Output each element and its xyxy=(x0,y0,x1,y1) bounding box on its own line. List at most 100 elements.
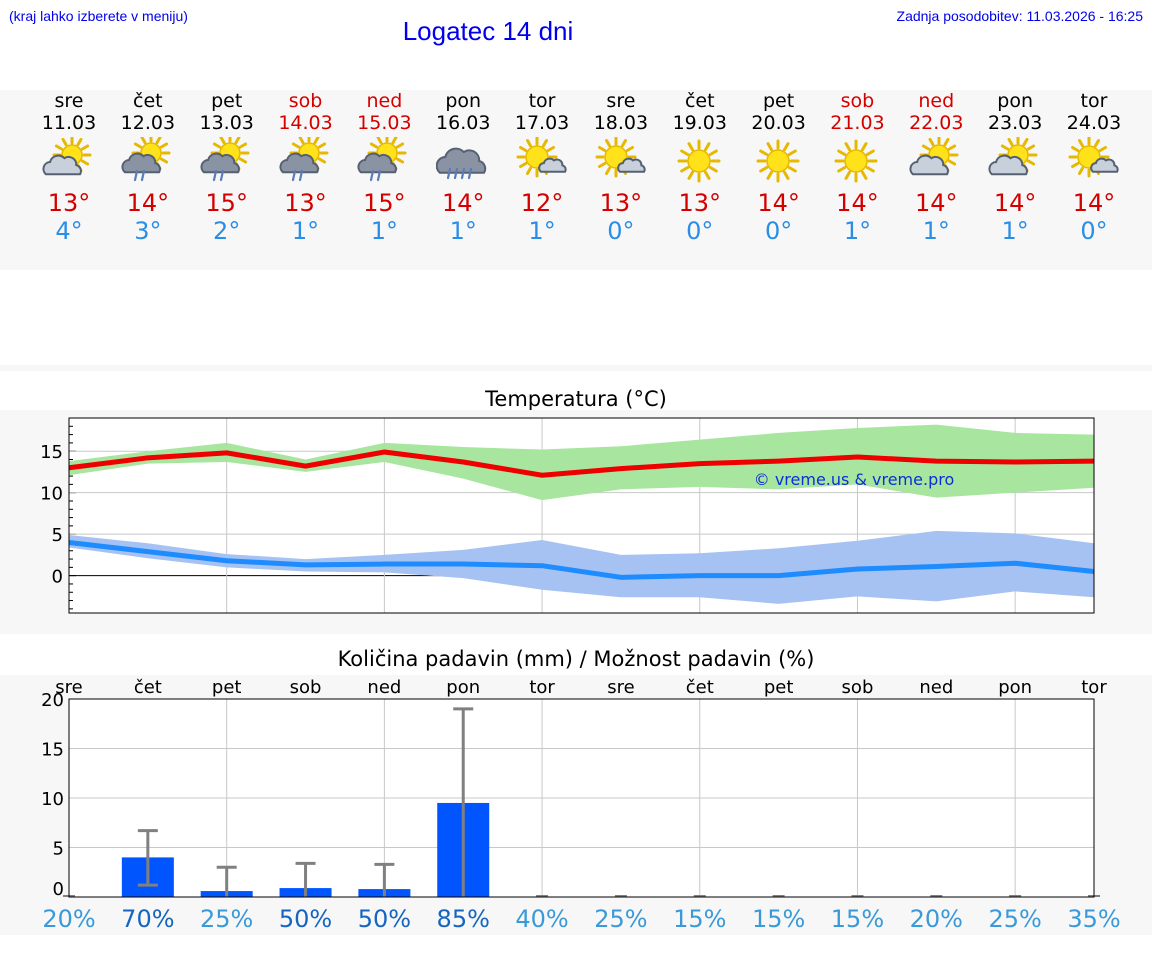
last-updated: Zadnja posodobitev: 11.03.2026 - 16:25 xyxy=(896,8,1143,24)
plot-frame xyxy=(68,698,1095,898)
x-category-label: sob xyxy=(290,677,322,698)
max-temperature: 13° xyxy=(47,189,91,217)
partly-cloudy-icon xyxy=(897,137,975,183)
day-column: sre 18.03 13° 0° xyxy=(582,90,660,245)
y-tick-label: 15 xyxy=(41,740,64,761)
x-category-label: pon xyxy=(446,677,480,698)
day-column: pet 20.03 14° 0° xyxy=(740,90,818,245)
max-temperature-band xyxy=(69,424,1094,501)
x-category-label: ned xyxy=(919,677,953,698)
day-date: 13.03 xyxy=(199,112,254,134)
x-category-label: sre xyxy=(607,677,634,698)
day-column: ned 22.03 14° 1° xyxy=(897,90,975,245)
max-temperature: 14° xyxy=(126,189,170,217)
day-column: čet 19.03 13° 0° xyxy=(661,90,739,245)
x-category-label: sob xyxy=(842,677,874,698)
x-category-label: ned xyxy=(367,677,401,698)
max-temperature: 13° xyxy=(599,189,643,217)
location-menu-hint[interactable]: (kraj lahko izberete v meniju) xyxy=(9,8,188,24)
temperature-chart-title: Temperatura (°C) xyxy=(485,387,667,411)
max-temperature: 14° xyxy=(993,189,1037,217)
day-date: 21.03 xyxy=(830,112,885,134)
partly-cloudy-icon xyxy=(30,137,108,183)
precipitation-probability: 15% xyxy=(831,905,884,933)
day-date: 17.03 xyxy=(514,112,570,134)
min-temperature: 1° xyxy=(449,217,477,245)
y-tick-label: 15 xyxy=(40,442,63,463)
sun-cloud-rain-icon xyxy=(267,137,345,183)
day-column: sob 14.03 13° 1° xyxy=(267,90,345,245)
sun-icon xyxy=(740,137,818,183)
precipitation-probability: 20% xyxy=(910,905,963,933)
day-name: sre xyxy=(54,90,84,112)
y-tick-label: 10 xyxy=(40,484,63,505)
day-column: čet 12.03 14° 3° xyxy=(109,90,187,245)
day-name: pet xyxy=(763,90,795,112)
x-category-label: tor xyxy=(529,677,555,698)
precipitation-probability: 20% xyxy=(42,905,95,933)
day-date: 19.03 xyxy=(672,112,727,134)
precipitation-probability: 85% xyxy=(437,905,490,933)
day-name: pet xyxy=(211,90,243,112)
min-temperature: 1° xyxy=(291,217,320,245)
sun-cloud-rain-icon xyxy=(345,137,423,183)
day-column: ned 15.03 15° 1° xyxy=(345,90,423,245)
min-temperature: 1° xyxy=(370,217,399,245)
day-name: sob xyxy=(840,90,875,112)
day-name: ned xyxy=(918,90,955,112)
day-name: čet xyxy=(133,90,163,112)
precipitation-probability: 50% xyxy=(358,905,411,933)
day-date: 20.03 xyxy=(751,112,806,134)
day-name: čet xyxy=(684,90,715,112)
precipitation-probability: 25% xyxy=(988,905,1041,933)
day-name: sre xyxy=(606,90,636,112)
day-date: 18.03 xyxy=(593,112,649,134)
max-temperature: 15° xyxy=(363,189,406,217)
day-date: 22.03 xyxy=(909,112,964,134)
cloud-rain-icon xyxy=(424,137,502,183)
min-temperature-line xyxy=(68,539,1095,580)
day-name: pon xyxy=(445,90,482,112)
watermark: © vreme.us & vreme.pro xyxy=(754,470,955,489)
x-category-label: čet xyxy=(686,677,714,698)
y-tick-label: 5 xyxy=(53,839,64,860)
mostly-sunny-icon xyxy=(1055,137,1133,183)
day-date: 14.03 xyxy=(278,112,333,134)
day-name: sob xyxy=(288,90,323,112)
day-column: pet 13.03 15° 2° xyxy=(188,90,266,245)
min-temperature: 0° xyxy=(686,217,714,245)
y-tick-label: 20 xyxy=(41,690,64,711)
precipitation-probability: 50% xyxy=(279,905,332,933)
sun-icon xyxy=(661,137,739,183)
y-tick-label: 5 xyxy=(52,525,63,546)
min-temperature: 4° xyxy=(55,217,83,245)
max-temperature: 14° xyxy=(836,189,879,217)
x-category-label: pet xyxy=(764,677,794,698)
min-temperature: 0° xyxy=(1080,217,1108,245)
max-temperature: 14° xyxy=(915,189,958,217)
precipitation-probability: 15% xyxy=(673,905,726,933)
partly-cloudy-icon xyxy=(976,137,1054,183)
day-column: pon 23.03 14° 1° xyxy=(976,90,1054,245)
min-temperature: 2° xyxy=(213,217,241,245)
mostly-sunny-icon xyxy=(582,137,660,183)
page-title: Logatec 14 dni xyxy=(402,16,574,46)
x-category-label: pon xyxy=(998,677,1032,698)
mostly-sunny-icon xyxy=(503,137,581,183)
sun-cloud-rain-icon xyxy=(109,137,187,183)
day-name: tor xyxy=(528,90,556,112)
day-name: pon xyxy=(997,90,1033,112)
day-column: sob 21.03 14° 1° xyxy=(818,90,896,245)
max-temperature: 15° xyxy=(205,189,248,217)
day-column: pon 16.03 14° 1° xyxy=(424,90,502,245)
min-temperature: 0° xyxy=(764,217,793,245)
temperature-chart: 0 5 10 15 © vreme.us & vreme.pro xyxy=(40,417,1095,614)
x-category-label: čet xyxy=(134,677,162,698)
max-temperature: 14° xyxy=(1072,189,1116,217)
y-tick-label: 10 xyxy=(41,789,64,810)
y-tick-label: 0 xyxy=(52,567,63,588)
day-column: tor 17.03 12° 1° xyxy=(503,90,581,245)
divider xyxy=(0,365,1152,371)
x-category-label: sre xyxy=(55,677,82,698)
